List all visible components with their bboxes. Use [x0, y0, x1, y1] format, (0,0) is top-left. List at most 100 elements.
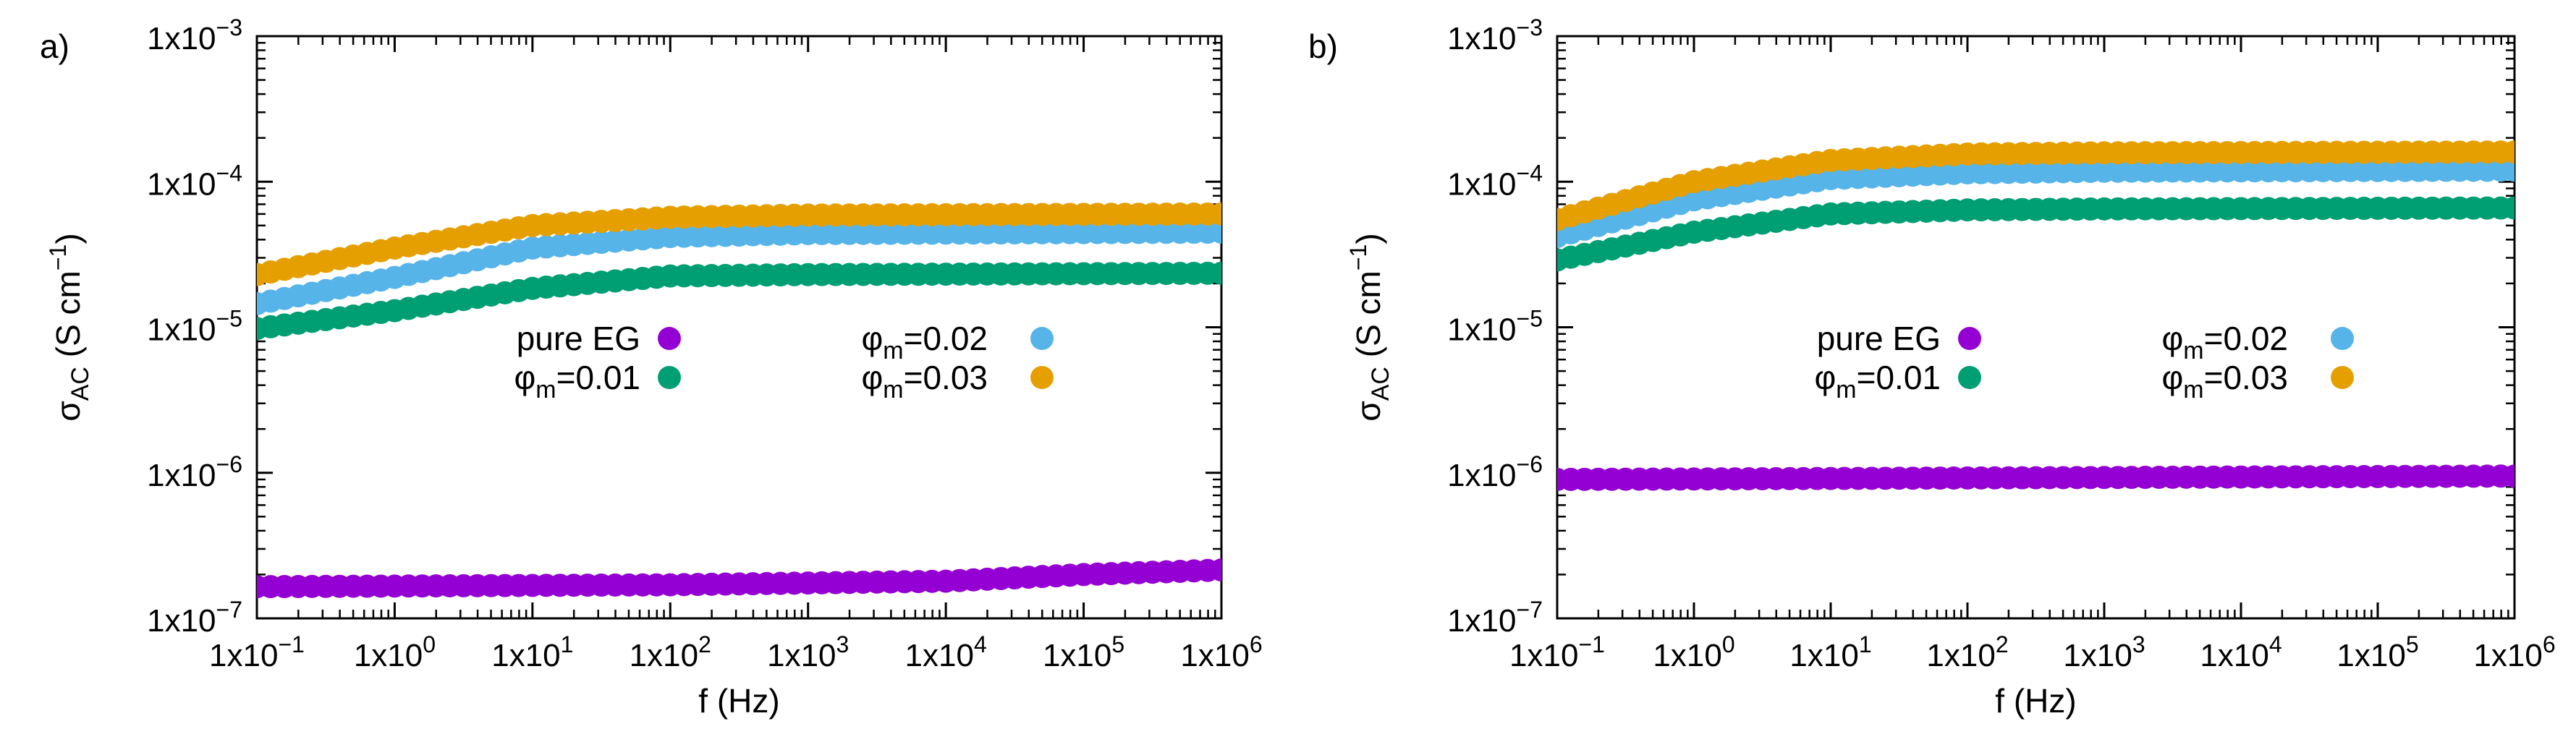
text-part: pure EG — [1817, 320, 1941, 357]
text-part: (S cm — [49, 270, 87, 367]
legend-label-m001: φm=0.01 — [514, 359, 640, 404]
text-part: 1x10 — [147, 603, 216, 639]
y-tick-label: 1x10−3 — [147, 14, 242, 56]
text-part: φ — [2161, 320, 2183, 357]
x-tick-label: 1x104 — [905, 631, 987, 673]
text-part: 4 — [974, 631, 987, 657]
text-part: φ — [514, 359, 535, 396]
plot-frame — [1556, 35, 2516, 620]
x-tick-label: 1x101 — [491, 631, 573, 673]
legend-marker-pure — [1958, 327, 1981, 350]
x-tick-label: 1x102 — [630, 631, 711, 673]
x-tick-label: 1x10−1 — [209, 631, 305, 673]
legend-marker-m002 — [1030, 327, 1054, 350]
text-part: σ — [49, 401, 87, 421]
data-point-m001 — [1210, 261, 1221, 285]
text-part: 1x10 — [630, 638, 698, 673]
data-point-pure — [1210, 558, 1221, 582]
chart-panel-a: 1x10−1 1x100 1x101 1x102 1x103 1x104 1x105 1x10… — [40, 14, 1263, 720]
text-part: f (Hz) — [698, 682, 779, 720]
x-axis-label: f (Hz) — [1995, 682, 2076, 720]
text-part: 1x10 — [354, 638, 423, 673]
legend-label-m003: φm=0.03 — [861, 359, 988, 404]
panel-label: a) — [40, 27, 69, 65]
text-part: 1 — [1859, 631, 1872, 657]
text-part: AC — [67, 367, 94, 401]
legend-label-pure: pure EG — [517, 320, 640, 357]
text-part: =0.01 — [1857, 359, 1941, 396]
text-part: 1x10 — [1926, 638, 1995, 673]
text-part: −4 — [1517, 160, 1543, 186]
panel-label: b) — [1308, 27, 1338, 65]
text-part: 1x10 — [1447, 603, 1516, 639]
y-tick-label: 1x10−3 — [1447, 14, 1543, 56]
y-tick-label: 1x10−6 — [1447, 451, 1543, 493]
text-part: 6 — [1250, 631, 1263, 657]
text-part: φ — [1814, 359, 1836, 396]
x-tick-label: 1x106 — [1180, 631, 1262, 673]
text-part: pure EG — [517, 320, 640, 357]
text-part: 4 — [2269, 631, 2282, 657]
legend-label-m001: φm=0.01 — [1814, 359, 1941, 404]
text-part: 1x10 — [1447, 458, 1516, 493]
text-part: 6 — [2543, 631, 2556, 657]
text-part: −6 — [216, 451, 242, 477]
y-tick-label: 1x10−7 — [1447, 597, 1543, 639]
x-tick-label: 1x105 — [2336, 631, 2418, 673]
text-part: 0 — [1722, 631, 1735, 657]
legend-label-m003: φm=0.03 — [2161, 359, 2288, 404]
text-part: σ — [1350, 401, 1387, 421]
text-part: =0.03 — [904, 359, 988, 396]
text-part: a) — [40, 27, 69, 65]
y-tick-label: 1x10−4 — [1447, 160, 1543, 202]
x-axis-label: f (Hz) — [698, 682, 779, 720]
data-points — [257, 202, 1221, 599]
text-part: φ — [861, 359, 883, 396]
legend-label-m002: φm=0.02 — [2161, 320, 2288, 364]
legend-marker-pure — [658, 327, 681, 350]
text-part: ) — [49, 233, 87, 244]
text-part: 1x10 — [147, 458, 216, 493]
data-points — [1557, 140, 2514, 491]
text-part: −1 — [278, 631, 304, 657]
text-part: −3 — [216, 14, 242, 40]
text-part: (S cm — [1350, 270, 1387, 367]
text-part: 5 — [2406, 631, 2419, 657]
text-part: 2 — [698, 631, 711, 657]
chart-panel-b: 1x10−1 1x100 1x101 1x102 1x103 1x104 1x105 1x10… — [1308, 14, 2556, 720]
y-tick-label: 1x10−5 — [147, 306, 242, 348]
series-m001 — [1557, 196, 2514, 272]
text-part: m — [535, 376, 556, 404]
text-part: 1x10 — [1653, 638, 1721, 673]
text-part: −1 — [45, 244, 71, 270]
text-part: m — [1836, 376, 1856, 404]
text-part: f (Hz) — [1995, 682, 2076, 720]
text-part: 1x10 — [1447, 166, 1516, 202]
series-pure — [257, 558, 1221, 599]
text-part: 1x10 — [2200, 638, 2268, 673]
text-part: 1x10 — [147, 312, 216, 348]
text-part: =0.01 — [556, 359, 640, 396]
legend-marker-m003 — [1030, 366, 1054, 389]
legend-label-pure: pure EG — [1817, 320, 1941, 357]
x-tick-label: 1x101 — [1789, 631, 1871, 673]
text-part: m — [2183, 376, 2203, 404]
text-part: 3 — [2132, 631, 2145, 657]
text-part: −7 — [216, 597, 242, 623]
text-part: 5 — [1111, 631, 1124, 657]
text-part: ) — [1350, 233, 1387, 244]
text-part: −5 — [216, 306, 242, 332]
text-part: −4 — [216, 160, 242, 186]
data-point-m003 — [1210, 202, 1221, 226]
series-m003 — [257, 202, 1221, 286]
y-tick-label: 1x10−5 — [1447, 306, 1543, 348]
series-m003 — [1557, 140, 2514, 231]
x-tick-label: 1x106 — [2473, 631, 2555, 673]
y-tick-label: 1x10−7 — [147, 597, 242, 639]
text-part: 1x10 — [1509, 638, 1578, 673]
x-tick-label: 1x10−1 — [1509, 631, 1605, 673]
text-part: 1x10 — [147, 21, 216, 56]
text-part: AC — [1367, 367, 1394, 401]
text-part: 0 — [423, 631, 436, 657]
legend-marker-m001 — [658, 366, 681, 389]
